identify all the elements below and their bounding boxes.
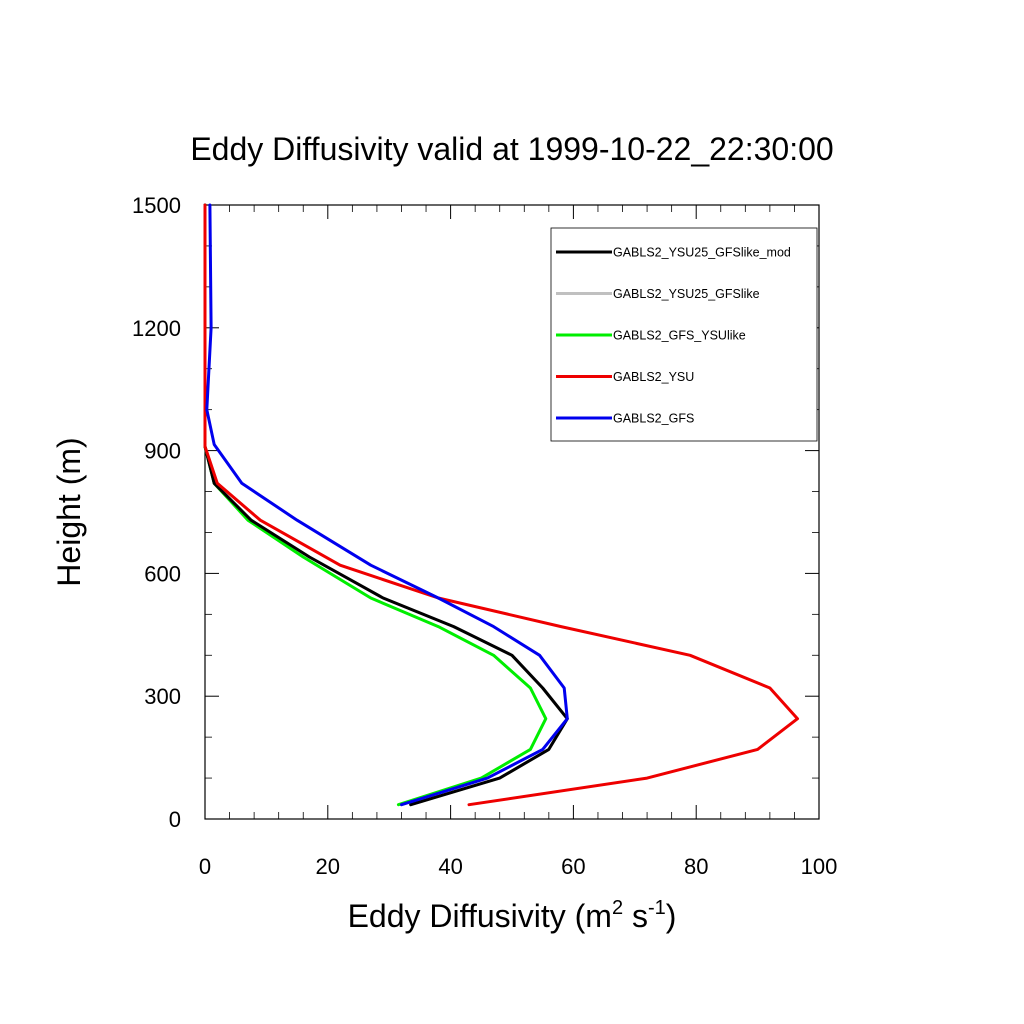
legend-label: GABLS2_YSU xyxy=(613,370,694,384)
series-lines xyxy=(203,203,799,807)
x-tick-label: 40 xyxy=(438,854,462,879)
series-line-gabls2-ysu25-gfslike xyxy=(203,203,569,807)
plot-area xyxy=(203,203,820,820)
series-line-gabls2-ysu25-gfslike-mod xyxy=(203,203,569,807)
chart-title: Eddy Diffusivity valid at 1999-10-22_22:… xyxy=(190,131,833,167)
x-tick-label: 80 xyxy=(684,854,708,879)
y-tick-label: 900 xyxy=(144,439,181,464)
legend-entries: GABLS2_YSU25_GFSlike_mod GABLS2_YSU25_GFS… xyxy=(556,246,791,426)
legend-label: GABLS2_YSU25_GFSlike xyxy=(613,287,760,301)
x-tick-label: 60 xyxy=(561,854,585,879)
x-tick-label: 20 xyxy=(316,854,340,879)
legend: GABLS2_YSU25_GFSlike_mod GABLS2_YSU25_GFS… xyxy=(550,227,818,442)
series-line-gabls2-gfs xyxy=(205,203,569,807)
legend-label: GABLS2_GFS xyxy=(613,412,694,426)
legend-label: GABLS2_YSU25_GFSlike_mod xyxy=(613,246,791,260)
legend-label: GABLS2_GFS_YSUlike xyxy=(613,329,746,343)
y-tick-label: 1200 xyxy=(132,316,181,341)
x-tick-labels: 0 20 40 60 80 100 xyxy=(199,854,837,879)
plot-frame xyxy=(204,204,820,820)
series-line-gabls2-gfs-ysulike xyxy=(203,203,548,807)
x-tick-label: 0 xyxy=(199,854,211,879)
x-axis-label-sup1: 2 xyxy=(612,897,623,919)
y-axis-label: Height (m) xyxy=(51,437,87,586)
x-tick-label: 100 xyxy=(801,854,838,879)
x-axis-label-mid: s xyxy=(623,898,648,934)
y-tick-label: 0 xyxy=(169,807,181,832)
y-tick-label: 300 xyxy=(144,684,181,709)
y-tick-label: 1500 xyxy=(132,193,181,218)
x-axis-label-main: Eddy Diffusivity (m xyxy=(348,898,612,934)
x-axis-label: Eddy Diffusivity (m2 s-1) xyxy=(348,897,677,934)
y-tick-label: 600 xyxy=(144,561,181,586)
x-axis-label-end: ) xyxy=(666,898,677,934)
y-tick-labels: 0 300 600 900 1200 1500 xyxy=(132,193,181,832)
x-axis-label-sup2: -1 xyxy=(648,897,666,919)
